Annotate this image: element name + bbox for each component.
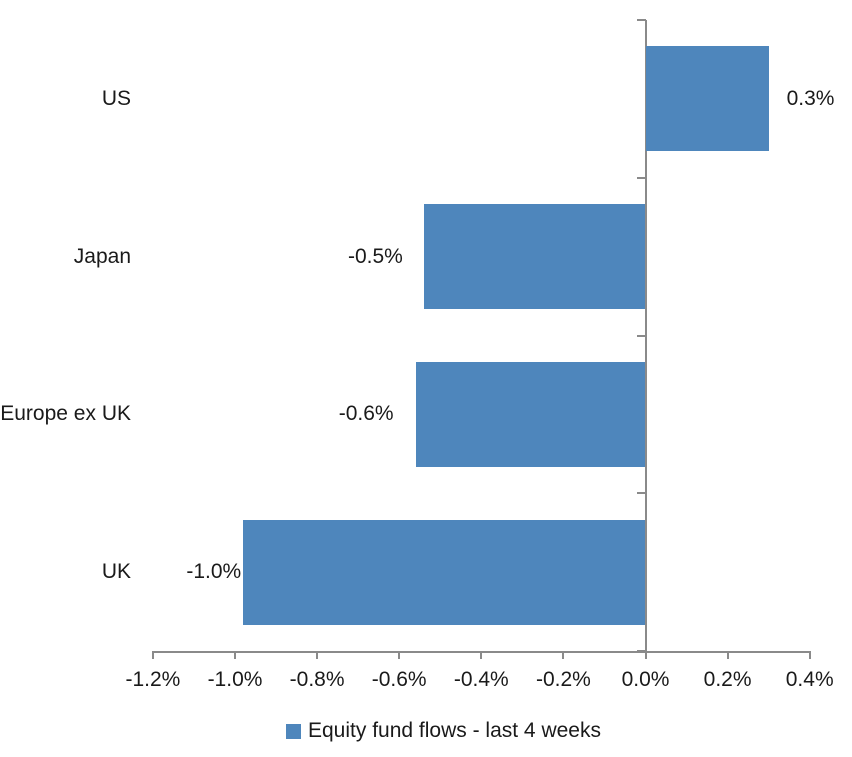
legend-label: Equity fund flows - last 4 weeks — [308, 719, 601, 742]
bar-europe-ex-uk — [415, 361, 646, 467]
y-axis-tick — [637, 650, 646, 652]
x-axis-tick-label: -0.2% — [535, 668, 591, 691]
category-label: Europe ex UK — [0, 402, 131, 426]
x-axis-tick — [316, 651, 319, 659]
x-axis-tick-label: -0.6% — [371, 668, 427, 691]
x-axis-tick-label: 0.0% — [621, 668, 670, 691]
x-axis-tick — [726, 651, 729, 659]
x-axis-tick — [234, 651, 236, 659]
y-axis-tick — [637, 492, 646, 495]
value-label: -1.0% — [186, 560, 242, 584]
x-axis-tick — [562, 651, 565, 659]
x-axis-tick — [398, 651, 401, 659]
x-axis-tick — [151, 651, 154, 659]
x-axis-tick-label: -1.0% — [207, 668, 263, 691]
x-axis-tick — [644, 651, 647, 659]
value-label: 0.3% — [786, 86, 835, 110]
value-label: -0.5% — [347, 244, 403, 268]
value-label: -0.6% — [338, 402, 394, 426]
legend-swatch-icon — [286, 723, 301, 739]
x-axis-tick-label: 0.2% — [703, 668, 752, 691]
x-axis-tick-label: -0.8% — [289, 668, 345, 691]
y-axis-tick — [637, 176, 646, 179]
legend: Equity fund flows - last 4 weeks — [286, 718, 601, 744]
x-axis-tick — [480, 651, 483, 659]
y-axis-tick — [637, 19, 646, 21]
x-axis-tick-label: 0.4% — [785, 668, 834, 691]
bar-us — [645, 46, 769, 152]
x-axis-tick-label: -0.4% — [453, 668, 509, 691]
bar-uk — [243, 519, 646, 625]
category-label: UK — [101, 560, 131, 584]
zero-axis-line — [645, 20, 647, 653]
category-label: Japan — [73, 244, 131, 268]
bar-japan — [423, 204, 646, 310]
x-axis-tick — [808, 651, 811, 659]
y-axis-tick — [637, 334, 646, 337]
x-axis-tick-label: -1.2% — [125, 668, 181, 691]
category-label: US — [101, 86, 131, 110]
